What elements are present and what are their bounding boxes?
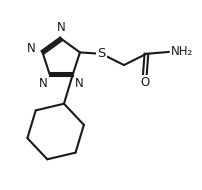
Text: NH₂: NH₂ bbox=[170, 45, 193, 58]
Text: N: N bbox=[27, 42, 36, 55]
Text: S: S bbox=[97, 47, 105, 60]
Text: N: N bbox=[75, 78, 84, 90]
Text: O: O bbox=[140, 76, 149, 89]
Text: N: N bbox=[38, 78, 47, 90]
Text: N: N bbox=[57, 21, 65, 34]
